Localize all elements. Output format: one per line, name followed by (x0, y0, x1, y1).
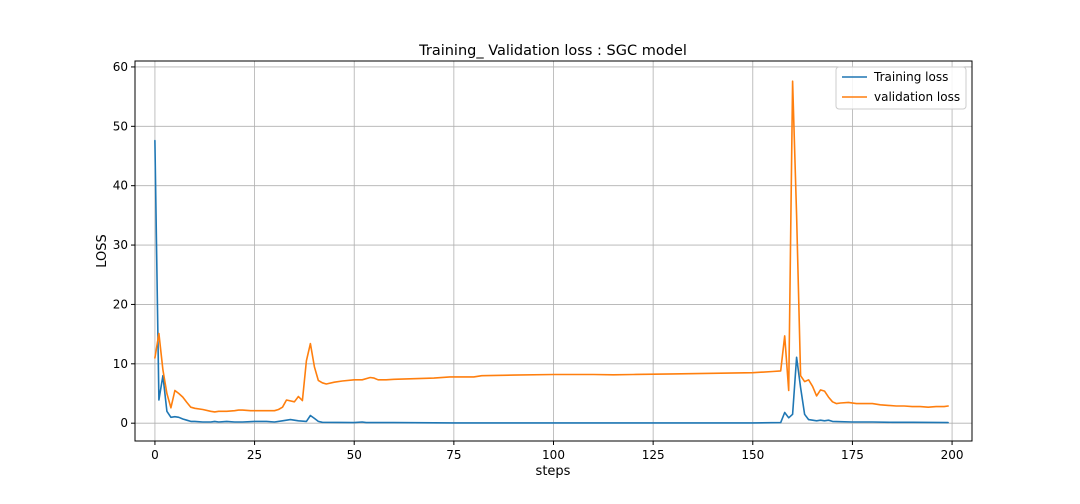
y-tick-label: 0 (120, 416, 128, 430)
legend-label-validation: validation loss (874, 90, 960, 104)
y-tick-label: 30 (113, 238, 128, 252)
series-line-training-loss (154, 139, 949, 424)
x-tick-label: 100 (542, 448, 565, 462)
x-tick-label: 25 (247, 448, 262, 462)
chart-title: Training_ Validation loss : SGC model (418, 43, 687, 59)
legend-label-training: Training loss (873, 70, 948, 84)
x-tick-label: 200 (941, 448, 964, 462)
y-tick-label: 40 (113, 179, 128, 193)
legend-box (835, 66, 967, 110)
y-tick-label: 10 (113, 357, 128, 371)
y-axis-ticks: 0 10 20 30 40 50 60 (113, 60, 135, 430)
x-tick-label: 125 (642, 448, 665, 462)
y-tick-label: 50 (113, 119, 128, 133)
y-axis-label: LOSS (95, 234, 110, 268)
x-axis-label: steps (536, 464, 571, 479)
x-tick-label: 175 (841, 448, 864, 462)
x-tick-label: 50 (347, 448, 362, 462)
y-tick-label: 20 (113, 297, 128, 311)
y-tick-label: 60 (113, 60, 128, 74)
x-axis-ticks: 0 25 50 75 100 125 150 175 200 (151, 441, 964, 462)
series-lines (154, 80, 949, 424)
legend: Training loss validation loss (835, 66, 967, 110)
x-tick-label: 75 (446, 448, 461, 462)
series-line-validation-loss (154, 80, 949, 413)
x-tick-label: 0 (151, 448, 159, 462)
x-tick-label: 150 (741, 448, 764, 462)
